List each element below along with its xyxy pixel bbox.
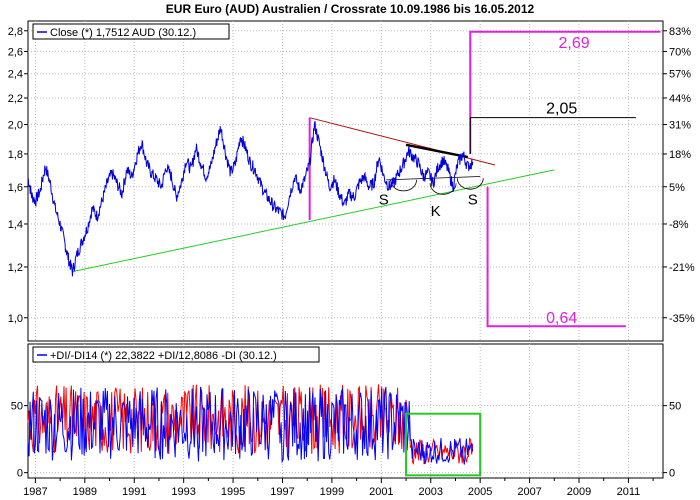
di-legend-label: +DI/-DI14 (*) 22,3822 +DI/12,8086 -DI (3…: [50, 350, 277, 362]
x-tick-label: 1989: [73, 486, 97, 498]
pattern-arc: [456, 178, 484, 190]
resistance-bold-segment: [405, 143, 469, 159]
price-legend-label: Close (*) 1,7512 AUD (30.12.): [50, 27, 196, 39]
price-y-tick-label: 2,8: [8, 26, 23, 38]
x-axis: 1987 1989 1991 1993 1995 1997 1999 2001 2003 2005…: [23, 478, 654, 498]
price-y-tick-label: 1,0: [8, 313, 23, 325]
price-y2-tick-label: 5%: [669, 182, 685, 194]
price-y2-tick-label: 18%: [669, 149, 691, 161]
close-price-series: [27, 121, 474, 277]
price-y2-tick-label: 57%: [669, 69, 691, 81]
downside-target-line: [486, 186, 626, 328]
upside-target-line: [469, 30, 661, 154]
price-y-tick-label: 1,8: [8, 149, 23, 161]
price-y2-tick-label: -35%: [669, 313, 695, 325]
upper-target-line: [469, 117, 636, 154]
x-tick-label: 2009: [567, 486, 591, 498]
price-panel: 1,01,21,41,61,82,02,22,42,62,8 -35%-21%-…: [8, 20, 695, 342]
price-y2-tick-label: -8%: [669, 219, 689, 231]
price-y2-tick-label: 44%: [669, 93, 691, 105]
price-y-tick-label: 2,0: [8, 120, 23, 132]
support-trendline: [72, 169, 555, 273]
x-tick-label: 1987: [23, 486, 47, 498]
downside-target-label: 0,64: [546, 310, 577, 327]
price-y2-tick-label: 83%: [669, 26, 691, 38]
x-tick-label: 2003: [419, 486, 443, 498]
left-shoulder-label: S: [379, 192, 389, 209]
right-shoulder-label: S: [468, 192, 478, 209]
x-tick-label: 2011: [617, 486, 641, 498]
di-legend-box: [32, 346, 320, 363]
price-y-tick-label: 1,2: [8, 262, 23, 274]
di-highlight-box: [405, 412, 482, 477]
upside-target-label: 2,69: [558, 35, 589, 52]
x-tick-label: 1999: [320, 486, 344, 498]
x-tick-label: 2007: [517, 486, 541, 498]
chart-title: EUR Euro (AUD) Australien / Crossrate 10…: [166, 2, 535, 16]
di-y-tick-label: 50: [11, 401, 23, 413]
pattern-arc: [429, 183, 457, 195]
price-plot-area: [27, 20, 664, 342]
head-label: K: [431, 203, 441, 220]
x-tick-label: 1997: [270, 486, 294, 498]
x-tick-label: 2005: [468, 486, 492, 498]
upper-target-label: 2,05: [546, 101, 577, 118]
price-y-tick-label: 2,6: [8, 46, 23, 58]
plus-di-series: [27, 386, 474, 465]
x-tick-label: 1993: [171, 486, 195, 498]
price-y2-tick-label: -21%: [669, 262, 695, 274]
di-y2-tick-label: 0: [669, 468, 675, 480]
di-panel: 0 0 50 50 +DI/-DI14 (*) 22,3822 +DI/12,8086…: [11, 343, 682, 480]
x-tick-label: 2001: [369, 486, 393, 498]
price-y-axis: 1,0 1,2 1,4 1,6 1,8 2,0 2,2 2,4 2,6 2,8: [8, 26, 28, 325]
price-y-tick-label: 1,6: [8, 182, 23, 194]
price-legend-box: [32, 23, 230, 40]
price-y-tick-label: 2,4: [8, 69, 23, 81]
x-tick-label: 1995: [221, 486, 245, 498]
price-y-tick-label: 2,2: [8, 93, 23, 105]
price-y-tick-label: 1,4: [8, 219, 23, 231]
di-y-axis: 0 0 50 50: [11, 401, 682, 480]
di-y2-tick-label: 50: [669, 401, 681, 413]
price-y2-tick-label: 31%: [669, 120, 691, 132]
di-y-tick-label: 0: [17, 468, 23, 480]
price-annotation-labels: 2,69 2,05 0,64 S K S: [379, 35, 590, 327]
price-y2-axis: -35% -21% -8% 5% 18% 31% 44% 57% 70% 83%: [663, 26, 695, 325]
x-tick-label: 1991: [122, 486, 146, 498]
price-y2-tick-label: 70%: [669, 46, 691, 58]
